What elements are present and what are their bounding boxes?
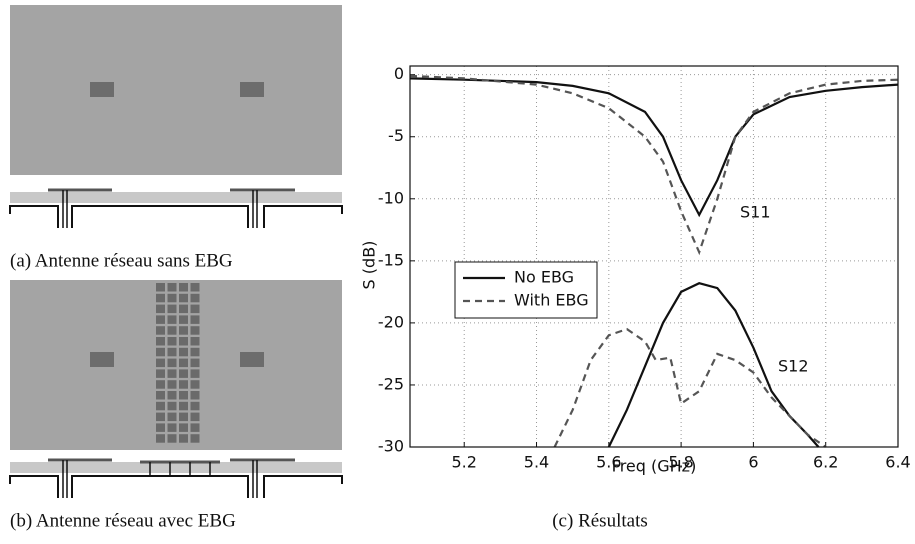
annotation: S11 [740, 203, 771, 222]
ebg-cell [156, 293, 165, 303]
ebg-cell [167, 304, 177, 314]
ebg-cell [156, 283, 165, 292]
ebg-cell [156, 326, 165, 335]
ebg-cell [156, 391, 165, 400]
ebg-cell [156, 347, 165, 357]
y-tick-label: -15 [378, 250, 404, 269]
x-tick-label: 6 [748, 453, 758, 472]
plot-frame [409, 65, 899, 448]
ebg-cell [167, 293, 177, 303]
y-tick-label: 0 [394, 64, 404, 83]
legend [454, 261, 598, 319]
ebg-cell [167, 423, 177, 432]
plot-area [410, 66, 898, 447]
ebg-cell [179, 293, 188, 303]
ebg-cell [156, 423, 165, 432]
ebg-cell [156, 304, 165, 314]
legend-label: With EBG [514, 291, 589, 310]
ebg-cell [156, 401, 165, 411]
cross-section-b [9, 458, 343, 498]
x-tick-label: 6.2 [813, 453, 838, 472]
cross-section-a [9, 188, 343, 228]
line [409, 77, 899, 218]
ebg-cell [156, 380, 165, 389]
ebg-cell [167, 369, 177, 378]
ebg-cell [167, 412, 177, 422]
x-tick-label: 5.8 [668, 453, 693, 472]
ebg-cell [179, 304, 188, 314]
ebg-cell [179, 326, 188, 335]
x-axis-label: Freq (GHz) [612, 457, 697, 476]
caption: (b) Antenne réseau avec EBG [10, 510, 236, 531]
ebg-cell [167, 347, 177, 357]
ebg-cell [156, 358, 165, 368]
ebg-cell [167, 434, 177, 443]
ebg-cell [179, 358, 188, 368]
ebg-cell [156, 369, 165, 378]
ebg-grid [156, 283, 200, 443]
line [409, 74, 899, 256]
x-tick-label: 6.4 [885, 453, 910, 472]
ebg-cell [190, 304, 200, 314]
ebg-cell [190, 326, 200, 335]
caption: (c) Résultats [552, 510, 648, 531]
ebg-cell [156, 315, 165, 324]
ebg-cell [190, 391, 200, 400]
patch [90, 352, 114, 367]
ebg-cell [190, 380, 200, 389]
ebg-cell [179, 412, 188, 422]
ebg-cell [190, 283, 200, 292]
ebg-cell [167, 391, 177, 400]
y-tick-label: -10 [378, 188, 404, 207]
patch [240, 82, 264, 97]
ebg-cell [167, 315, 177, 324]
legend-label: No EBG [514, 268, 574, 287]
annotation: S12 [778, 357, 809, 376]
ebg-cell [179, 434, 188, 443]
ebg-cell [190, 434, 200, 443]
ebg-cell [167, 358, 177, 368]
patch [240, 352, 264, 367]
ebg-cell [190, 423, 200, 432]
ebg-cell [179, 401, 188, 411]
ebg-cell [190, 347, 200, 357]
line [553, 327, 827, 448]
ebg-cell [156, 434, 165, 443]
photo-a [10, 5, 342, 175]
ebg-cell [179, 380, 188, 389]
y-tick-label: -30 [378, 437, 404, 456]
ebg-cell [179, 337, 188, 346]
ebg-cell [156, 412, 165, 422]
ebg-cell [167, 283, 177, 292]
ebg-cell [167, 326, 177, 335]
ebg-cell [179, 423, 188, 432]
ebg-cell [190, 337, 200, 346]
x-tick-label: 5.4 [524, 453, 549, 472]
ebg-cell [167, 401, 177, 411]
ebg-cell [179, 369, 188, 378]
ebg-cell [190, 293, 200, 303]
ebg-cell [190, 315, 200, 324]
ebg-cell [190, 369, 200, 378]
ebg-cell [190, 358, 200, 368]
patch [90, 82, 114, 97]
ebg-cell [179, 315, 188, 324]
caption: (a) Antenne réseau sans EBG [10, 250, 233, 271]
ebg-cell [179, 391, 188, 400]
ebg-cell [167, 380, 177, 389]
ebg-cell [190, 412, 200, 422]
x-tick-label: 5.2 [451, 453, 476, 472]
ebg-cell [190, 401, 200, 411]
x-tick-label: 5.6 [596, 453, 621, 472]
ebg-cell [179, 283, 188, 292]
ebg-cell [179, 347, 188, 357]
y-tick-label: -25 [378, 374, 404, 393]
y-tick-label: -20 [378, 312, 404, 331]
y-axis-label: S (dB) [360, 241, 379, 290]
ebg-cell [167, 337, 177, 346]
ebg-cell [156, 337, 165, 346]
y-tick-label: -5 [388, 126, 404, 145]
